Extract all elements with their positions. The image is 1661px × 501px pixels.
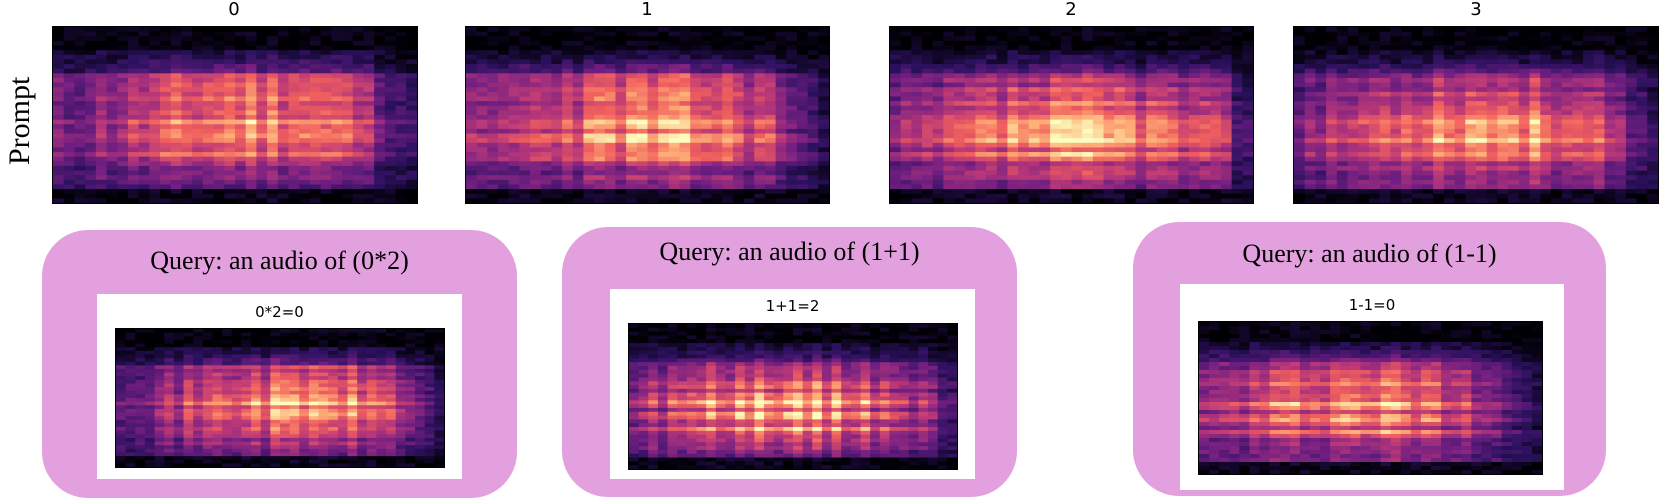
prompt-spectrogram-3	[1293, 26, 1659, 204]
prompt-spectrogram-0	[52, 26, 418, 204]
prompt-spectrogram-1	[465, 26, 830, 204]
query-label-1: Query: an audio of (1+1)	[659, 237, 920, 266]
prompt-title-1: 1	[641, 0, 653, 20]
prompt-row-label: Prompt	[3, 76, 36, 165]
result-title-1: 1+1=2	[765, 297, 820, 315]
query-card-0: Query: an audio of (0*2) 0*2=0	[42, 230, 517, 498]
query-card-2: Query: an audio of (1-1) 1-1=0	[1133, 222, 1606, 496]
result-title-2: 1-1=0	[1348, 296, 1396, 314]
query-result-panel-0: 0*2=0	[97, 294, 462, 479]
prompt-spectrogram-2	[889, 26, 1254, 204]
query-card-1: Query: an audio of (1+1) 1+1=2	[562, 227, 1017, 497]
result-spectrogram-2	[1198, 321, 1543, 475]
query-label-0: Query: an audio of (0*2)	[150, 246, 409, 275]
result-spectrogram-1	[628, 323, 958, 470]
prompt-title-0: 0	[228, 0, 240, 20]
query-result-panel-2: 1-1=0	[1180, 284, 1564, 490]
query-result-panel-1: 1+1=2	[610, 289, 975, 479]
prompt-title-2: 2	[1065, 0, 1077, 20]
result-spectrogram-0	[115, 328, 445, 468]
result-title-0: 0*2=0	[255, 303, 304, 321]
query-label-2: Query: an audio of (1-1)	[1242, 239, 1497, 268]
prompt-title-3: 3	[1470, 0, 1482, 20]
